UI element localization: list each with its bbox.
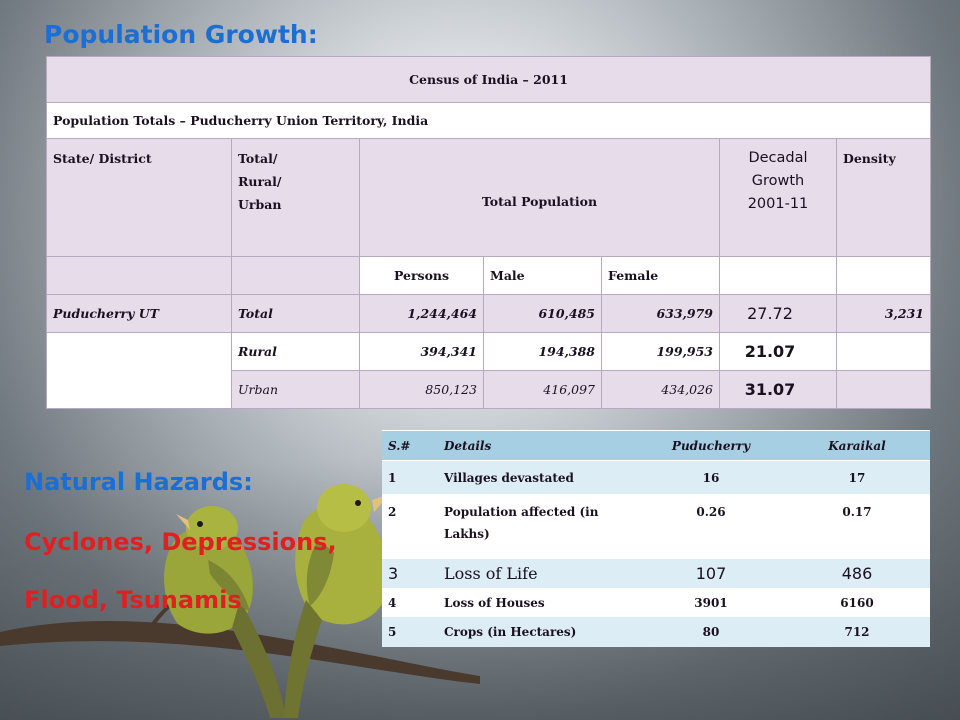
row-5-karaikal: 712 — [784, 616, 930, 647]
header-rural: Rural/ — [238, 174, 282, 189]
subheader-male: Male — [483, 256, 602, 295]
subheader-female: Female — [601, 256, 720, 295]
header-total: Total/ — [238, 151, 278, 166]
header-decadal-growth: Decadal Growth 2001-11 — [719, 138, 837, 257]
row-5-puducherry: 80 — [638, 616, 784, 647]
natural-hazards-heading: Natural Hazards: — [24, 468, 253, 496]
branch — [0, 620, 480, 684]
header-urban: Urban — [238, 197, 282, 212]
row-2-sno: 2 — [382, 494, 438, 559]
row-rural-female: 199,953 — [601, 332, 720, 371]
row-total-male: 610,485 — [483, 294, 602, 333]
header-puducherry: Puducherry — [638, 430, 784, 461]
row-urban-density — [835, 370, 932, 409]
row-1-puducherry: 16 — [638, 460, 784, 495]
row-2-details: Population affected (in Lakhs) — [438, 494, 638, 559]
row-rural-male: 194,388 — [483, 332, 602, 371]
row-total-density: 3,231 — [835, 294, 932, 333]
row-4-sno: 4 — [382, 588, 438, 617]
row-4-puducherry: 3901 — [638, 588, 784, 617]
header-details: Details — [438, 430, 638, 461]
row-rural-density — [835, 332, 932, 371]
row-3-puducherry: 107 — [638, 558, 784, 589]
census-title: Census of India – 2011 — [45, 56, 932, 103]
header-total-rural-urban: Total/ Rural/ Urban — [231, 138, 360, 257]
census-subtitle: Population Totals – Puducherry Union Ter… — [45, 102, 932, 139]
canary-left — [164, 506, 286, 718]
header-state-district: State/ District — [46, 138, 232, 257]
header-decadal: Decadal — [748, 150, 808, 166]
row-total-growth: 27.72 — [719, 294, 837, 333]
hazard-types-line1: Cyclones, Depressions, — [24, 528, 337, 556]
subheader-empty — [231, 256, 360, 295]
row-rural-urban-state — [46, 332, 232, 409]
row-3-details: Loss of Life — [438, 558, 638, 589]
row-1-details: Villages devastated — [438, 460, 638, 495]
population-growth-heading: Population Growth: — [44, 20, 318, 49]
row-5-sno: 5 — [382, 616, 438, 647]
header-growth: Growth — [751, 173, 805, 189]
subheader-persons: Persons — [359, 256, 484, 295]
header-period: 2001-11 — [747, 196, 809, 212]
canary-middle — [284, 484, 390, 718]
row-total-female: 633,979 — [601, 294, 720, 333]
subheader-empty — [46, 256, 232, 295]
row-urban-persons: 850,123 — [359, 370, 484, 409]
row-urban-female: 434,026 — [601, 370, 720, 409]
row-3-karaikal: 486 — [784, 558, 930, 589]
row-rural-type: Rural — [231, 332, 360, 371]
row-3-sno: 3 — [382, 558, 438, 589]
row-2-karaikal: 0.17 — [784, 494, 930, 559]
header-total-population: Total Population — [359, 138, 720, 257]
row-total-state: Puducherry UT — [46, 294, 232, 333]
hazards-table: S.# Details Puducherry Karaikal 1 Villag… — [382, 430, 930, 647]
row-urban-male: 416,097 — [483, 370, 602, 409]
header-sno: S.# — [382, 430, 438, 461]
row-total-type: Total — [231, 294, 360, 333]
row-4-karaikal: 6160 — [784, 588, 930, 617]
row-5-details: Crops (in Hectares) — [438, 616, 638, 647]
row-rural-persons: 394,341 — [359, 332, 484, 371]
hazard-types-line2: Flood, Tsunamis — [24, 586, 242, 614]
header-karaikal: Karaikal — [784, 430, 930, 461]
subheader-empty — [719, 256, 837, 295]
row-4-details: Loss of Houses — [438, 588, 638, 617]
row-rural-growth: 21.07 — [719, 332, 837, 371]
row-2-puducherry: 0.26 — [638, 494, 784, 559]
row-1-sno: 1 — [382, 460, 438, 495]
header-density: Density — [835, 138, 932, 257]
row-urban-type: Urban — [231, 370, 360, 409]
row-1-karaikal: 17 — [784, 460, 930, 495]
row-total-persons: 1,244,464 — [359, 294, 484, 333]
census-table: Census of India – 2011 Population Totals… — [45, 56, 932, 409]
subheader-empty — [835, 256, 932, 295]
row-urban-growth: 31.07 — [719, 370, 837, 409]
